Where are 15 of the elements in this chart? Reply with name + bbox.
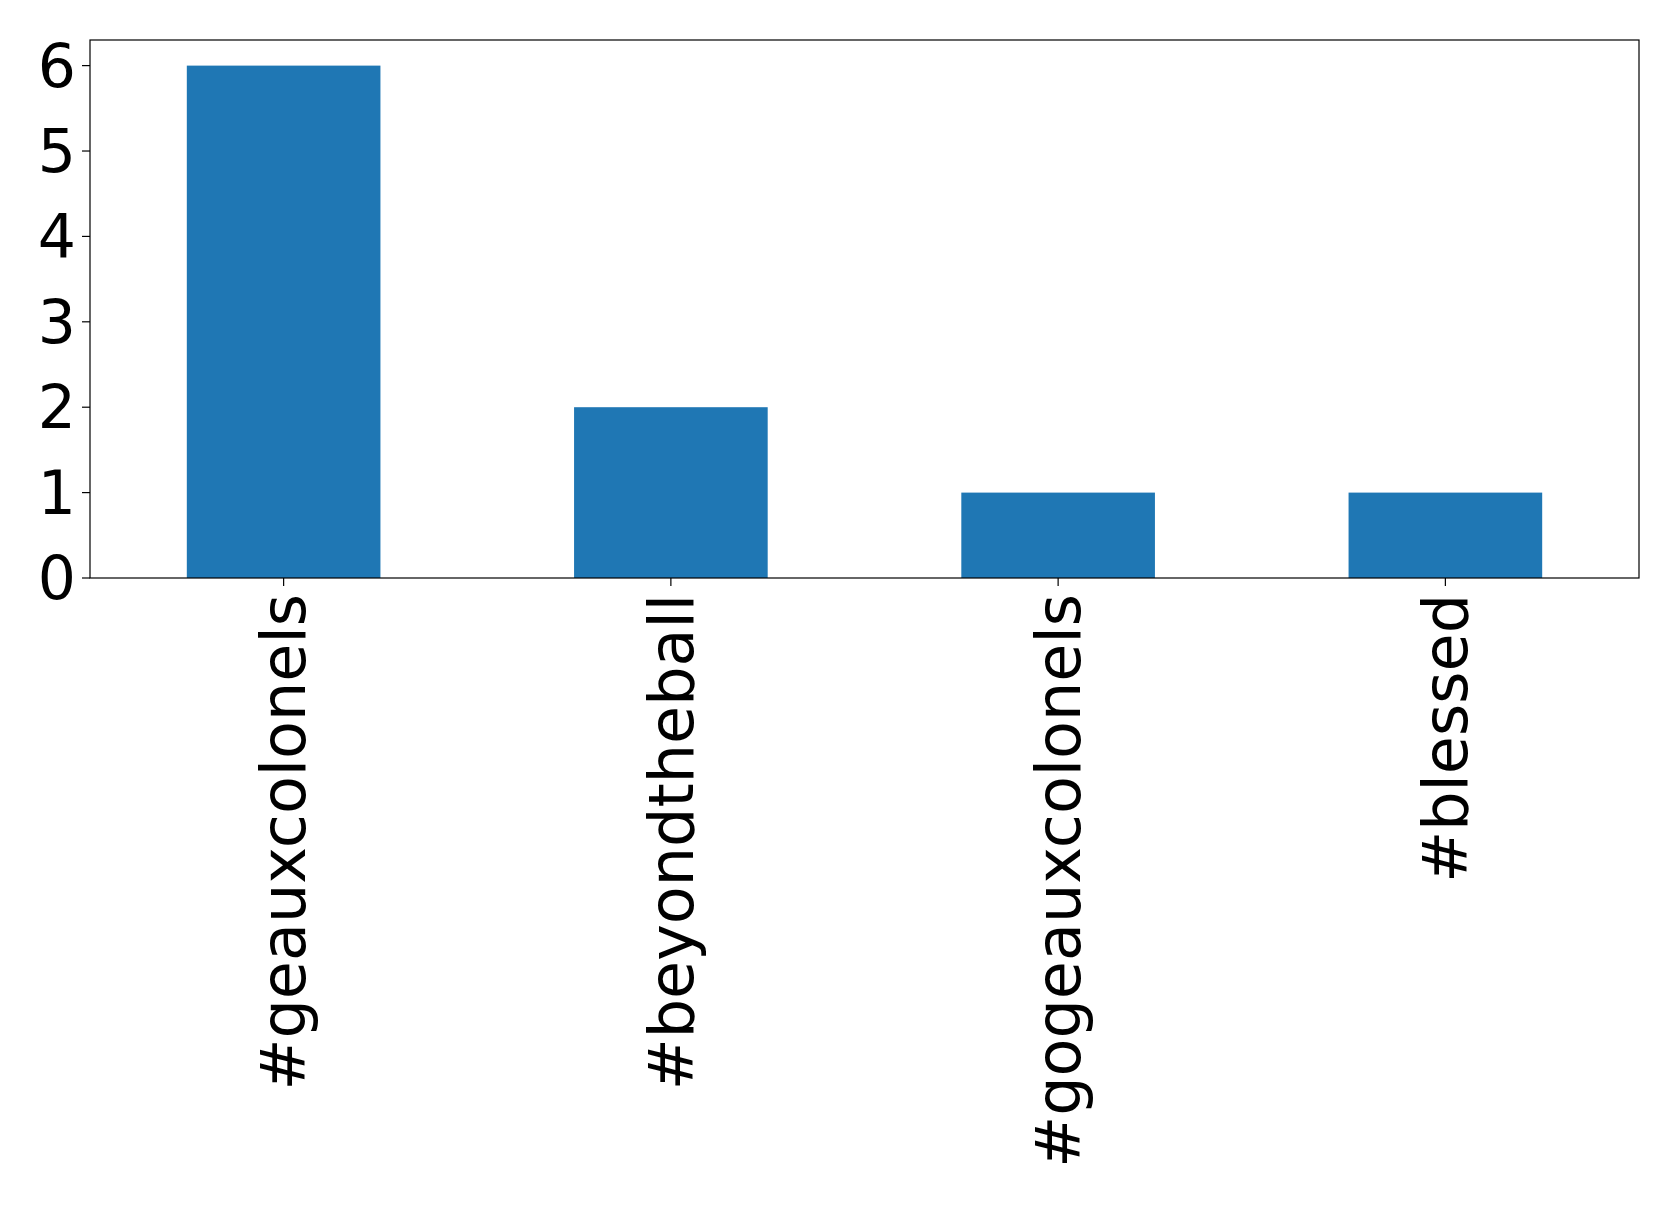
- y-tick-label: 3: [37, 286, 76, 357]
- y-tick-label: 0: [37, 543, 76, 613]
- x-tick-label: #blessed: [1409, 594, 1483, 883]
- y-tick-label: 6: [37, 30, 76, 101]
- bar: [1348, 492, 1543, 578]
- x-tick-label: #geauxcolonels: [247, 594, 321, 1091]
- bar: [186, 65, 381, 578]
- bar: [961, 492, 1155, 578]
- y-tick-label: 4: [37, 201, 76, 272]
- x-tick-label: #beyondtheball: [634, 594, 708, 1091]
- x-tick-label: #gogeauxcolonels: [1021, 594, 1095, 1168]
- bar: [574, 407, 768, 578]
- y-tick-label: 5: [37, 116, 76, 187]
- y-tick-label: 1: [37, 457, 76, 528]
- y-tick-label: 2: [37, 372, 76, 443]
